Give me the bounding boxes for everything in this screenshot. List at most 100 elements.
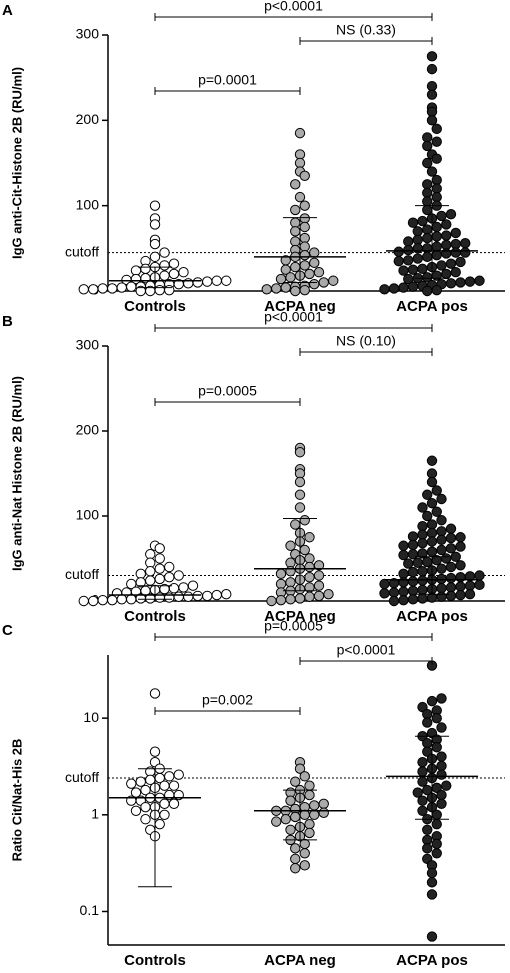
data-dot: [422, 140, 433, 152]
data-dot: [436, 260, 447, 271]
data-dot: [304, 572, 315, 583]
data-dot: [304, 532, 315, 543]
data-dot: [436, 544, 447, 556]
data-dot: [294, 127, 306, 139]
data-dot: [455, 532, 466, 543]
x-tick-label: ACPA pos: [396, 298, 468, 315]
data-dot: [178, 267, 189, 278]
y-axis-label: IgG anti-Nat Histone 2B (RU/ml): [9, 376, 24, 571]
data-dot: [294, 149, 306, 160]
comparison-label: p=0.002: [202, 692, 253, 708]
comparison-label: NS (0.33): [336, 22, 396, 38]
data-dot: [474, 579, 485, 591]
data-dot: [436, 798, 447, 809]
data-dot: [178, 582, 189, 593]
data-dot: [426, 468, 438, 479]
data-dot: [436, 563, 447, 574]
data-dot: [407, 531, 419, 542]
data-dot: [154, 553, 165, 564]
data-dot: [271, 283, 282, 294]
data-dot: [426, 476, 438, 488]
data-dot: [445, 258, 457, 269]
data-dot: [412, 226, 423, 237]
data-dot: [164, 284, 175, 296]
data-dot: [403, 236, 414, 247]
data-dot: [436, 769, 447, 780]
data-dot: [422, 196, 433, 207]
data-dot: [417, 215, 428, 227]
data-dot: [436, 751, 447, 762]
data-dot: [304, 780, 315, 791]
data-dot: [441, 239, 452, 251]
data-dot: [211, 589, 222, 601]
data-dot: [379, 284, 390, 295]
data-dot: [294, 763, 306, 774]
data-dot: [285, 824, 296, 835]
data-dot: [192, 277, 203, 288]
data-dot: [417, 521, 428, 532]
data-dot: [436, 583, 447, 594]
data-dot: [407, 576, 419, 587]
data-dot: [304, 818, 315, 830]
data-dot: [290, 519, 301, 530]
y-tick-label: 100: [76, 196, 100, 212]
panel-label: C: [2, 622, 13, 639]
data-dot: [426, 527, 438, 539]
data-dot: [299, 213, 310, 224]
data-dot: [426, 106, 438, 118]
x-tick-label: Controls: [124, 952, 186, 969]
y-tick-label: 300: [76, 26, 100, 42]
data-dot: [455, 560, 466, 571]
data-dot: [290, 843, 301, 854]
data-dot: [441, 230, 452, 241]
data-dot: [323, 589, 334, 600]
data-dot: [294, 476, 306, 488]
comparison-label: NS (0.10): [336, 333, 396, 349]
x-tick-label: ACPA pos: [396, 608, 468, 625]
data-dot: [299, 200, 310, 211]
data-dot: [431, 183, 442, 194]
data-dot: [417, 766, 428, 777]
data-dot: [97, 594, 108, 606]
panel-label: A: [2, 2, 13, 19]
data-dot: [431, 231, 442, 242]
data-dot: [299, 260, 310, 271]
data-dot: [285, 577, 296, 588]
data-dot: [445, 209, 457, 220]
data-dot: [422, 824, 433, 835]
y-tick-label: 200: [76, 111, 100, 127]
data-dot: [140, 814, 151, 825]
data-dot: [403, 558, 414, 569]
data-dot: [299, 232, 310, 244]
data-dot: [450, 247, 461, 258]
data-dot: [417, 263, 428, 275]
data-dot: [393, 255, 404, 267]
data-dot: [422, 510, 433, 522]
data-dot: [159, 270, 170, 281]
data-dot: [431, 742, 442, 753]
data-dot: [154, 284, 165, 296]
cutoff-label: cutoff: [65, 566, 99, 582]
data-dot: [168, 583, 180, 594]
data-dot: [460, 247, 471, 258]
data-dot: [285, 557, 296, 568]
data-dot: [299, 284, 310, 296]
data-dot: [464, 580, 476, 591]
data-dot: [88, 284, 99, 295]
data-dot: [464, 589, 476, 600]
data-dot: [290, 863, 301, 874]
comparison-label: p<0.0001: [264, 309, 323, 325]
data-dot: [168, 268, 180, 280]
data-dot: [422, 179, 433, 190]
data-dot: [450, 238, 461, 250]
data-dot: [149, 238, 161, 250]
data-dot: [445, 582, 457, 593]
data-dot: [97, 283, 108, 294]
data-dot: [422, 204, 433, 216]
data-dot: [431, 848, 442, 859]
data-dot: [168, 780, 180, 791]
data-dot: [299, 838, 310, 850]
data-dot: [318, 807, 329, 818]
data-dot: [168, 798, 180, 809]
